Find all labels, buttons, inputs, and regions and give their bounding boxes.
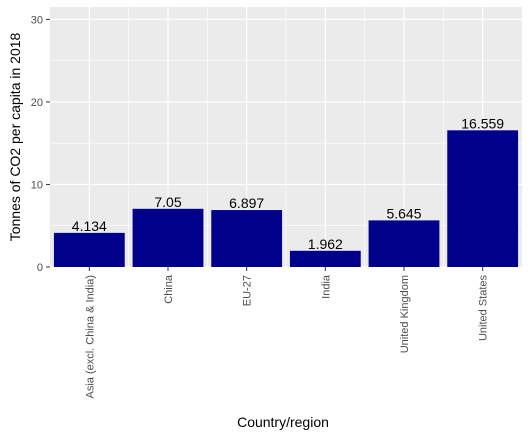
x-tick-label: Asia (excl. China & India) xyxy=(84,275,96,399)
y-tick-label: 0 xyxy=(37,262,43,274)
x-tick-label: China xyxy=(163,274,175,304)
y-tick-label: 10 xyxy=(31,179,43,191)
y-tick-label: 20 xyxy=(31,97,43,109)
bars xyxy=(53,130,519,267)
y-axis: 0 10 20 30 xyxy=(31,14,50,274)
bar-value-label: 16.559 xyxy=(461,115,504,131)
bar xyxy=(447,130,519,267)
bar xyxy=(211,210,283,267)
bar xyxy=(53,232,125,267)
x-tick-label: United Kingdom xyxy=(399,275,411,353)
x-axis-title: Country/region xyxy=(237,414,329,430)
y-axis-title: Tonnes of CO2 per capita in 2018 xyxy=(7,32,23,241)
bar-value-labels: 4.134 7.05 6.897 1.962 5.645 16.559 xyxy=(72,115,504,251)
x-tick-label: EU-27 xyxy=(242,275,254,306)
bar-value-label: 7.05 xyxy=(154,194,181,210)
bar-value-label: 4.134 xyxy=(72,218,107,234)
bar-value-label: 5.645 xyxy=(386,205,421,221)
x-tick-label: United States xyxy=(478,275,490,342)
minor-gridlines xyxy=(50,7,522,267)
bar xyxy=(289,250,361,267)
bar xyxy=(368,220,440,267)
bar xyxy=(132,208,204,267)
x-axis: Asia (excl. China & India) China EU-27 Indi… xyxy=(84,267,490,399)
bar-value-label: 6.897 xyxy=(229,195,264,211)
x-tick-label: India xyxy=(320,274,332,299)
bar-value-label: 1.962 xyxy=(308,236,343,252)
y-tick-label: 30 xyxy=(31,14,43,26)
